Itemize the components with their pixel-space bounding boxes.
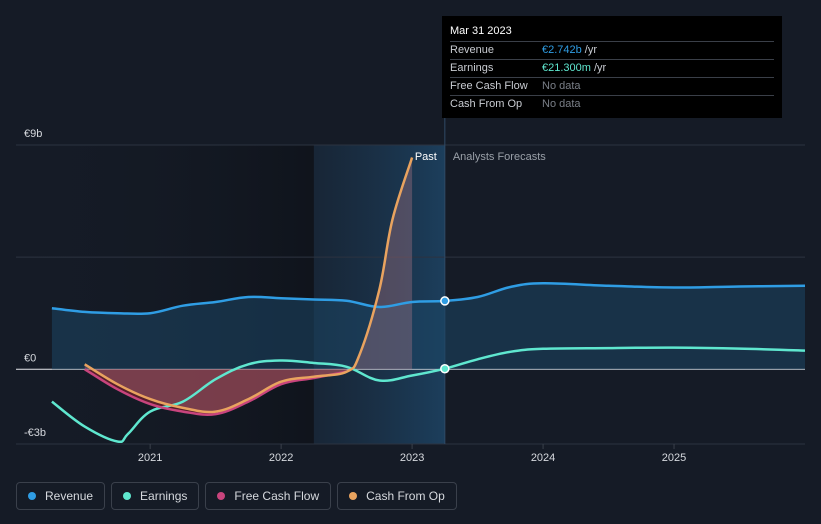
legend-item-earnings[interactable]: Earnings (111, 482, 200, 510)
cash-from-op-line (84, 157, 414, 414)
tooltip-row-revenue: Revenue €2.742b /yr (450, 42, 774, 60)
legend-item-revenue[interactable]: Revenue (16, 482, 106, 510)
tooltip-unit: /yr (593, 62, 607, 74)
tooltip-row-earnings: Earnings €21.300m /yr (450, 60, 774, 78)
revenue-dot-icon (28, 492, 36, 500)
free-cash-flow-line (84, 368, 347, 416)
legend: Revenue Earnings Free Cash Flow Cash Fro… (16, 482, 457, 510)
x-tick-label: 2022 (269, 452, 293, 464)
earnings-marker (440, 363, 450, 374)
earnings-dot-icon (123, 492, 132, 500)
cash-from-op-dot-icon (349, 492, 358, 500)
tooltip-label: Cash From Op (450, 98, 523, 110)
free-cash-flow-dot-icon (217, 492, 226, 500)
tooltip-label: Earnings (450, 62, 494, 74)
legend-item-cash-from-op[interactable]: Cash From Op (337, 482, 457, 510)
revenue-line (51, 282, 806, 316)
y-tick-label: €0 (24, 352, 36, 364)
tooltip-row-cash-from-op: Cash From Op No data (450, 96, 774, 113)
legend-label: Revenue (45, 489, 94, 503)
revenue-marker (440, 296, 450, 306)
x-tick-label: 2024 (531, 452, 555, 464)
tooltip-unit: /yr (584, 44, 597, 56)
legend-item-free-cash-flow[interactable]: Free Cash Flow (205, 482, 332, 510)
tooltip-value: No data (542, 80, 581, 92)
x-tick-label: 2021 (138, 452, 162, 464)
x-tick-label: 2023 (400, 452, 424, 464)
forecast-label: Analysts Forecasts (453, 151, 546, 163)
tooltip-label: Free Cash Flow (450, 80, 528, 92)
tooltip-value: €21.300m (542, 62, 591, 74)
y-tick-label: -€3b (24, 427, 46, 439)
tooltip-value: No data (542, 98, 581, 110)
x-tick-label: 2025 (662, 452, 686, 464)
tooltip-row-free-cash-flow: Free Cash Flow No data (450, 78, 774, 96)
past-label: Past (415, 151, 437, 163)
tooltip-label: Revenue (450, 44, 495, 56)
legend-label: Free Cash Flow (234, 489, 320, 503)
legend-label: Earnings (140, 489, 188, 503)
legend-label: Cash From Op (366, 489, 445, 503)
tooltip-date: Mar 31 2023 (450, 23, 774, 42)
y-tick-label: €9b (24, 128, 42, 140)
tooltip: Mar 31 2023 Revenue €2.742b /yr Earnings… (442, 16, 782, 118)
tooltip-value: €2.742b (542, 44, 582, 56)
